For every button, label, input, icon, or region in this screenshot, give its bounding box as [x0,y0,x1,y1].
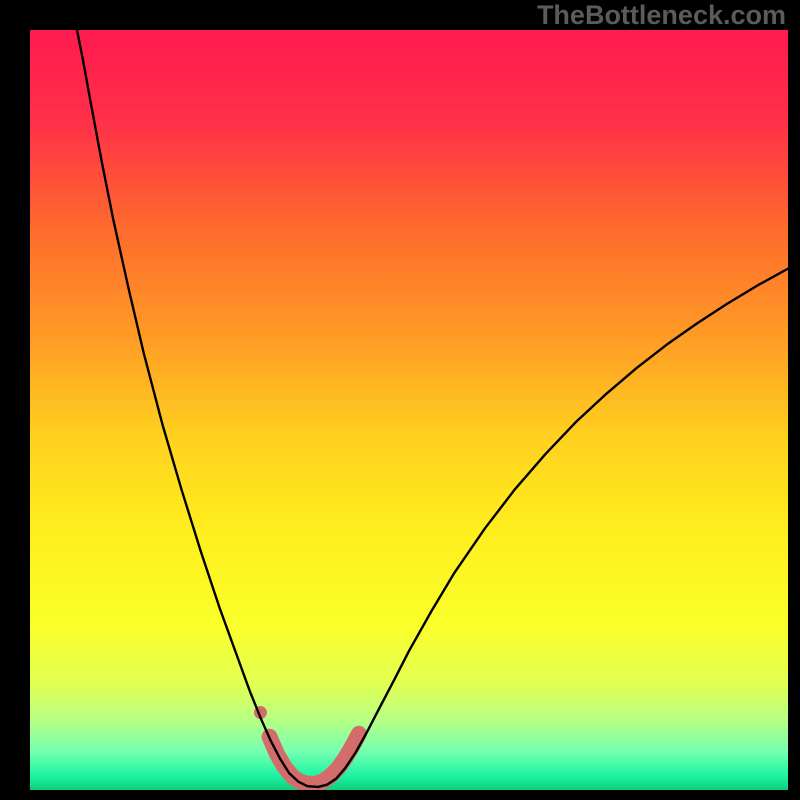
watermark-text: TheBottleneck.com [537,0,786,31]
plot-area [30,30,788,790]
bottleneck-curve [77,30,788,787]
trough-marker-path [270,734,359,784]
chart-svg [30,30,788,790]
